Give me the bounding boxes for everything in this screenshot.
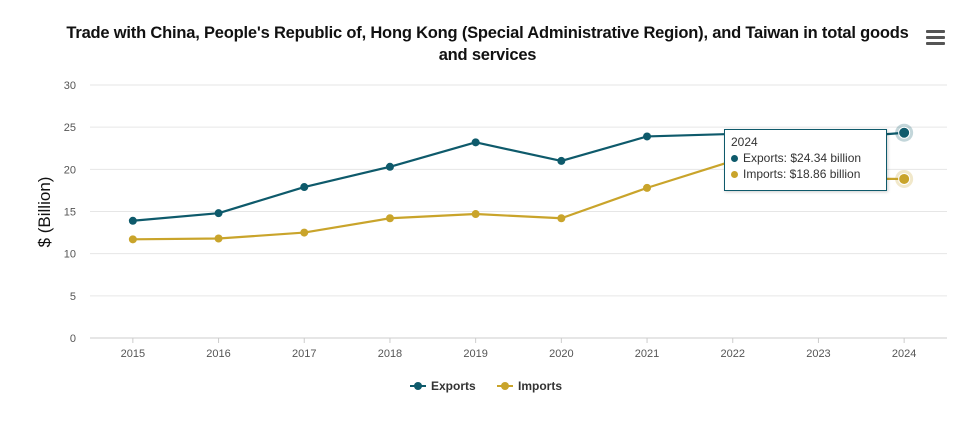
exports-point bbox=[643, 132, 652, 141]
x-tick-label: 2019 bbox=[463, 348, 487, 360]
imports-point bbox=[214, 234, 223, 243]
x-tick-label: 2021 bbox=[635, 348, 659, 360]
imports-point bbox=[898, 172, 911, 185]
y-tick-label: 30 bbox=[64, 80, 76, 92]
x-tick-label: 2024 bbox=[892, 348, 916, 360]
imports-point bbox=[385, 214, 394, 223]
tooltip: 2024 Exports: $24.34 billion Imports: $1… bbox=[724, 129, 887, 191]
y-axis-title: $ (Billion) bbox=[35, 177, 54, 248]
exports-legend-label: Exports bbox=[431, 379, 476, 393]
hamburger-menu-icon[interactable] bbox=[926, 30, 945, 46]
y-tick-label: 15 bbox=[64, 207, 76, 219]
imports-point bbox=[643, 183, 652, 192]
exports-dot-icon bbox=[731, 154, 738, 162]
tooltip-row-exports: Exports: $24.34 billion bbox=[731, 150, 880, 166]
y-tick-label: 10 bbox=[64, 249, 76, 261]
tooltip-exports-text: Exports: $24.34 billion bbox=[743, 151, 862, 165]
x-tick-label: 2016 bbox=[206, 348, 230, 360]
x-tick-label: 2018 bbox=[378, 348, 402, 360]
tooltip-row-imports: Imports: $18.86 billion bbox=[731, 166, 880, 182]
x-tick-label: 2023 bbox=[806, 348, 830, 360]
tooltip-imports-text: Imports: $18.86 billion bbox=[743, 167, 861, 181]
exports-point bbox=[898, 126, 911, 139]
x-tick-label: 2015 bbox=[121, 348, 145, 360]
y-tick-label: 0 bbox=[70, 333, 76, 345]
y-tick-label: 25 bbox=[64, 122, 76, 134]
imports-dot-icon bbox=[731, 170, 738, 178]
legend: Exports Imports bbox=[410, 379, 562, 393]
grid-lines bbox=[90, 84, 947, 297]
chart-title: Trade with China, People's Republic of, … bbox=[66, 24, 909, 64]
imports-point bbox=[557, 214, 566, 223]
exports-point bbox=[128, 216, 137, 225]
imports-legend-marker-icon bbox=[501, 382, 509, 390]
axes: 0 5 10 15 20 25 30 2015 2016 2017 2018 2019 2020 2021… bbox=[64, 80, 947, 360]
imports-point bbox=[300, 228, 309, 237]
exports-point bbox=[214, 209, 223, 218]
y-tick-label: 20 bbox=[64, 164, 76, 176]
exports-point bbox=[385, 162, 394, 171]
imports-legend-label: Imports bbox=[518, 379, 562, 393]
exports-legend-marker-icon bbox=[414, 382, 422, 390]
exports-point bbox=[471, 138, 480, 147]
y-tick-label: 5 bbox=[70, 291, 76, 303]
x-tick-label: 2022 bbox=[721, 348, 745, 360]
exports-point bbox=[557, 156, 566, 165]
x-tick-label: 2017 bbox=[292, 348, 316, 360]
x-tick-label: 2020 bbox=[549, 348, 573, 360]
imports-point bbox=[471, 210, 480, 219]
tooltip-header: 2024 bbox=[731, 135, 758, 149]
exports-point bbox=[300, 183, 309, 192]
imports-point bbox=[128, 235, 137, 244]
